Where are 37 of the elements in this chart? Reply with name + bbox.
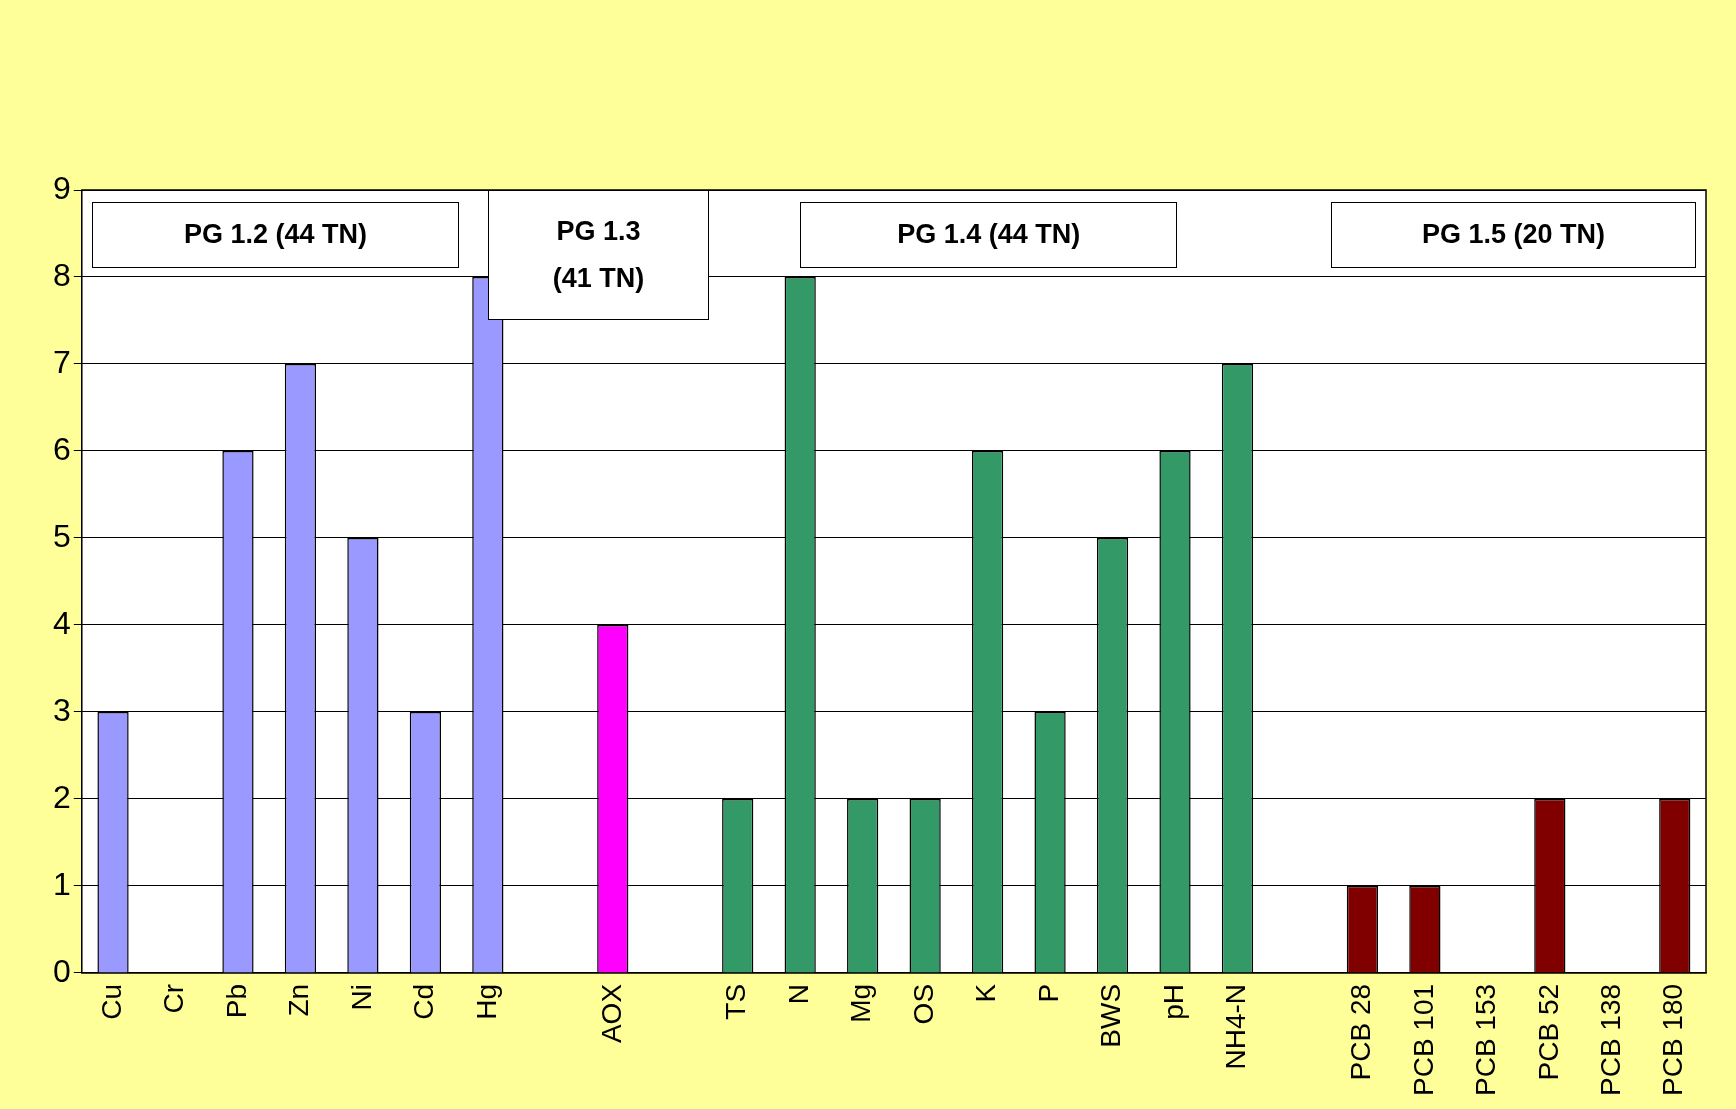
x-tick-label: P <box>1032 983 1064 1003</box>
y-tick-label: 8 <box>53 256 71 293</box>
x-tick-label: BWS <box>1095 983 1127 1048</box>
label-box: PG 1.2 (44 TN) <box>91 202 460 268</box>
x-tick-label: AOX <box>595 983 627 1044</box>
label-box: PG 1.3 (41 TN) <box>487 190 709 320</box>
x-tick-label: NH4-N <box>1220 983 1252 1070</box>
y-tick-label: 5 <box>53 517 71 554</box>
x-tick-label: Cr <box>158 983 190 1014</box>
x-tick-label: Cd <box>408 983 440 1020</box>
x-tick-label: pH <box>1157 983 1189 1020</box>
x-tick-label: Cu <box>95 983 127 1020</box>
y-tick-label: 9 <box>53 169 71 206</box>
x-tick-label: TS <box>720 983 752 1020</box>
x-tick-label: PCB 138 <box>1595 983 1627 1097</box>
label-box: PG 1.5 (20 TN) <box>1331 202 1696 268</box>
label-box: PG 1.4 (44 TN) <box>800 202 1178 268</box>
x-tick-label: PCB 28 <box>1345 983 1377 1081</box>
x-tick-label: PCB 153 <box>1470 983 1502 1097</box>
y-tick-label: 2 <box>53 778 71 815</box>
x-tick-label: K <box>970 983 1002 1003</box>
y-tick-label: 4 <box>53 604 71 641</box>
x-tick-label: Hg <box>470 983 502 1020</box>
y-tick-label: 0 <box>53 952 71 989</box>
x-tick-label: N <box>782 983 814 1005</box>
x-tick-label: Ni <box>345 983 377 1011</box>
y-tick-label: 3 <box>53 691 71 728</box>
x-tick-label: Zn <box>283 983 315 1017</box>
x-tick-label: PCB 101 <box>1407 983 1439 1097</box>
x-tick-label: Mg <box>845 983 877 1023</box>
x-tick-label: PCB 52 <box>1532 983 1564 1081</box>
y-tick-label: 6 <box>53 430 71 467</box>
x-tick-label: PCB 180 <box>1657 983 1689 1097</box>
y-tick-label: 1 <box>53 865 71 902</box>
y-tick-label: 7 <box>53 343 71 380</box>
x-tick-label: Pb <box>220 983 252 1019</box>
x-tick-label: OS <box>907 983 939 1025</box>
